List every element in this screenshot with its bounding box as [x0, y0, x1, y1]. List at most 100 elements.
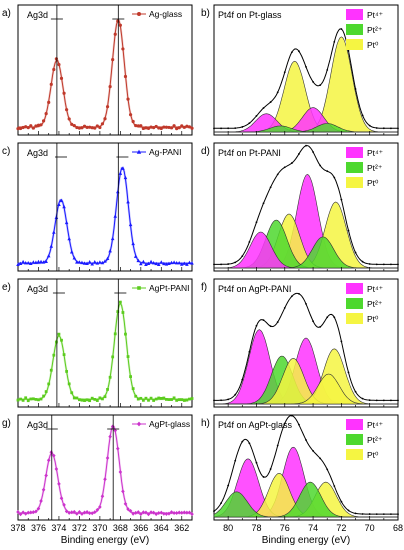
component-peak-Pt0 [214, 373, 398, 405]
data-point-c [72, 256, 77, 260]
legend-swatch-h [346, 449, 363, 460]
data-point-d [333, 176, 336, 179]
data-point-b [326, 69, 329, 71]
data-point-c [128, 222, 133, 227]
data-point-h [262, 476, 265, 478]
panel-inset-h: Pt4f on AgPt-glass [218, 420, 293, 430]
data-point-h [361, 513, 364, 515]
data-point-a [98, 125, 102, 130]
legend-label-d: Pt⁴⁺ [367, 148, 384, 158]
data-point-a [54, 57, 58, 61]
data-point-a [72, 124, 76, 128]
data-point-d [276, 173, 279, 176]
data-point-c [154, 261, 158, 266]
data-point-b [220, 127, 222, 130]
data-point-c [39, 259, 43, 264]
data-point-e [39, 397, 43, 401]
data-point-g [18, 512, 23, 517]
data-point-g [190, 512, 194, 517]
data-point-e [162, 396, 166, 400]
data-point-b [283, 71, 286, 74]
data-point-e [116, 310, 120, 314]
data-point-a [80, 126, 84, 130]
data-point-e [182, 399, 186, 402]
legend-label-f: Pt⁰ [367, 314, 379, 324]
x-tick-label: 70 [365, 523, 375, 533]
data-point-g [52, 453, 56, 458]
data-point-d [248, 241, 251, 243]
legend-label-d: Pt²⁺ [367, 163, 383, 173]
data-point-d [312, 151, 314, 153]
data-point-g [80, 511, 84, 516]
data-point-g [108, 434, 112, 439]
data-point-e [159, 397, 163, 400]
data-point-e [154, 397, 158, 401]
data-point-a [36, 123, 41, 127]
data-point-e [175, 398, 179, 402]
glow-c [18, 166, 192, 265]
data-point-f [319, 325, 322, 328]
data-point-e [44, 390, 48, 393]
data-point-d [262, 202, 265, 205]
data-point-c [46, 253, 51, 258]
data-point-h [340, 500, 343, 503]
data-point-a [95, 124, 99, 128]
data-point-d [298, 153, 300, 155]
data-point-d [382, 263, 385, 266]
legend-swatch-f [346, 313, 363, 324]
data-point-e [42, 394, 45, 398]
data-point-a [180, 124, 184, 128]
data-point-g [28, 510, 33, 515]
legend-label-f: Pt⁴⁺ [367, 284, 384, 294]
legend-label-c: Ag-PANI [149, 147, 181, 157]
data-point-g [59, 496, 64, 501]
data-point-b [375, 127, 378, 129]
data-point-c [177, 260, 182, 265]
data-point-b [276, 91, 279, 94]
panel-inset-a: Ag3d [27, 10, 48, 20]
fit-line-a [18, 19, 192, 128]
data-point-e [129, 375, 132, 378]
data-point-e [88, 399, 92, 403]
data-point-a [113, 32, 117, 36]
data-point-a [70, 122, 74, 126]
data-point-a [123, 74, 128, 79]
data-point-a [88, 125, 92, 129]
panel-label-g: g) [2, 418, 11, 429]
data-point-h [333, 485, 336, 487]
data-point-c [108, 249, 112, 253]
data-point-g [177, 510, 182, 515]
data-point-d [234, 261, 237, 264]
data-point-b [255, 115, 258, 117]
data-point-c [98, 260, 102, 264]
data-point-a [162, 125, 166, 129]
data-point-g [69, 510, 74, 515]
data-point-e [101, 397, 104, 401]
data-point-a [90, 126, 94, 130]
data-point-e [134, 394, 138, 398]
data-point-h [390, 513, 392, 515]
data-point-e [172, 396, 176, 400]
data-point-g [182, 510, 187, 515]
data-point-a [128, 113, 133, 117]
data-point-f [305, 302, 307, 305]
data-point-a [18, 126, 23, 131]
x-tick-label: 378 [10, 523, 25, 533]
data-point-a [52, 67, 56, 72]
panel-label-e: e) [2, 282, 11, 293]
data-point-c [118, 171, 123, 175]
x-tick-label: 76 [280, 523, 290, 533]
data-point-g [82, 510, 87, 515]
data-point-g [100, 494, 105, 499]
component-peak-Pt2plus [214, 236, 398, 269]
data-point-e [190, 397, 194, 400]
data-point-e [111, 355, 115, 359]
data-point-e [34, 398, 38, 401]
data-point-g [146, 512, 151, 517]
panel-inset-d: Pt4f on Pt-PANI [218, 148, 281, 158]
data-point-g [87, 511, 92, 516]
panel-label-b: b) [201, 8, 210, 19]
data-point-e [26, 399, 30, 403]
data-point-a [59, 76, 64, 80]
data-point-a [44, 111, 48, 116]
